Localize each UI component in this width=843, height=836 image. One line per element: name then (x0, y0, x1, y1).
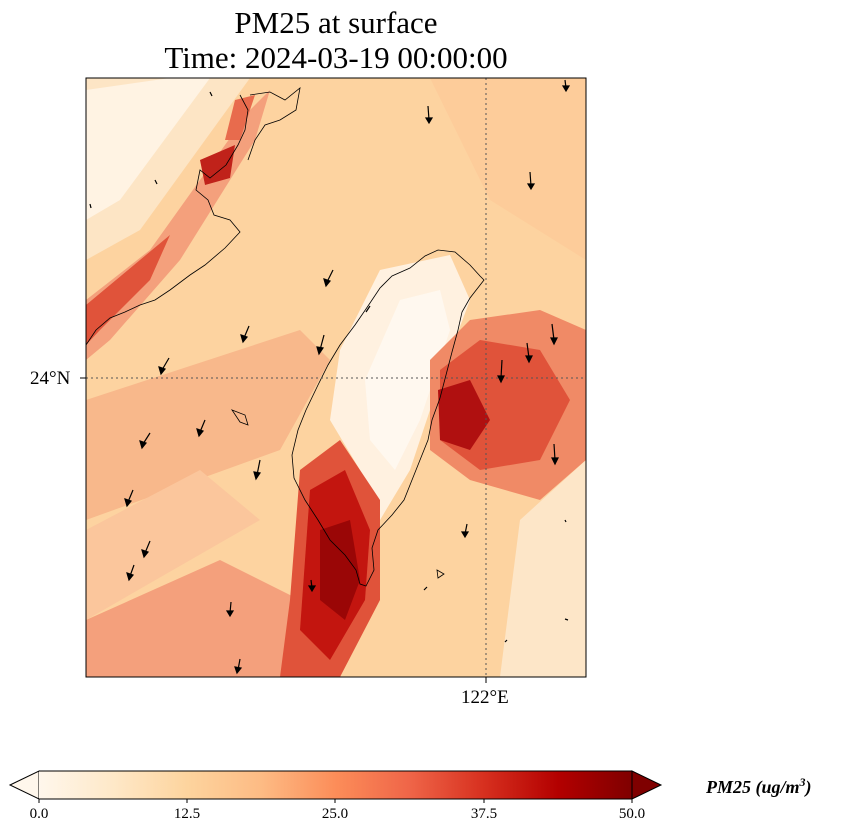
map-panel (80, 77, 587, 683)
colorbar-tick-label: 25.0 (321, 806, 349, 822)
latitude-tick-label: 24°N (30, 368, 71, 389)
plot-title-line-2: Time: 2024-03-19 00:00:00 (164, 40, 508, 75)
colorbar (8, 770, 663, 803)
colorbar-tick-label: 37.5 (470, 806, 498, 822)
longitude-tick-label: 122°E (461, 687, 509, 708)
colorbar-tick-label: 12.5 (173, 806, 201, 822)
colorbar-tick-label: 0.0 (29, 806, 49, 822)
coastline (85, 87, 485, 587)
plot-title-line-1: PM25 at surface (234, 5, 438, 40)
colorbar-min-extend (8, 770, 40, 800)
colorbar-ticks (38, 799, 633, 803)
wind-vectors (89, 79, 571, 675)
colorbar-max-extend (631, 770, 663, 800)
colorbar-label: PM25 (ug/m3) (706, 775, 812, 797)
colorbar-gradient (39, 771, 632, 799)
colorbar-tick-label: 50.0 (618, 806, 646, 822)
